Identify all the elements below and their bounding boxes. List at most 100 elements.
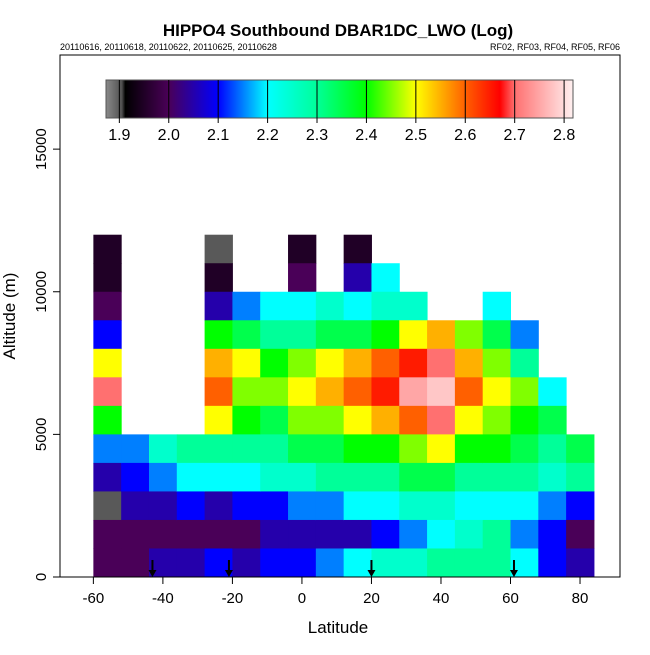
- heatmap-cell: [93, 548, 122, 578]
- colorbar-segment: [263, 80, 265, 118]
- heatmap-cell: [538, 462, 567, 492]
- colorbar-segment: [302, 80, 304, 118]
- colorbar-segment: [128, 80, 130, 118]
- colorbar-segment: [363, 80, 365, 118]
- colorbar-segment: [339, 80, 341, 118]
- colorbar-segment: [449, 80, 451, 118]
- colorbar-segment: [241, 80, 243, 118]
- colorbar-segment: [438, 80, 440, 118]
- colorbar-segment: [285, 80, 287, 118]
- colorbar-segment: [492, 80, 494, 118]
- colorbar-segment: [260, 80, 262, 118]
- colorbar-segment: [141, 80, 143, 118]
- colorbar-segment: [204, 80, 206, 118]
- colorbar-segment: [321, 80, 323, 118]
- colorbar-segment: [280, 80, 282, 118]
- colorbar-segment: [452, 80, 454, 118]
- colorbar-segment: [379, 80, 381, 118]
- heatmap-cell: [232, 548, 261, 578]
- colorbar-segment: [159, 80, 161, 118]
- colorbar-segment: [283, 80, 285, 118]
- arrow-down-icon: [224, 570, 233, 577]
- colorbar-segment: [165, 80, 167, 118]
- colorbar-segment: [180, 80, 182, 118]
- arrow-down-icon: [367, 570, 376, 577]
- heatmap-cell: [482, 462, 512, 492]
- colorbar-segment: [190, 80, 192, 118]
- colorbar-segment: [467, 80, 469, 118]
- colorbar-segment: [463, 80, 465, 118]
- colorbar-segment: [195, 80, 197, 118]
- chart-title: HIPPO4 Southbound DBAR1DC_LWO (Log): [163, 21, 513, 40]
- colorbar-segment: [518, 80, 520, 118]
- heatmap-cell: [343, 405, 372, 435]
- colorbar-segment: [259, 80, 261, 118]
- heatmap-cell: [232, 377, 261, 407]
- colorbar-segment: [232, 80, 234, 118]
- colorbar-segment: [220, 80, 222, 118]
- colorbar-segment: [409, 80, 411, 118]
- arrow-down-icon: [148, 570, 157, 577]
- colorbar-segment: [138, 80, 140, 118]
- colorbar-segment: [545, 80, 547, 118]
- colorbar-segment: [162, 80, 164, 118]
- colorbar-segment: [410, 80, 412, 118]
- colorbar-segment: [481, 80, 483, 118]
- colorbar-segment: [462, 80, 464, 118]
- colorbar-segment: [230, 80, 232, 118]
- colorbar-segment: [370, 80, 372, 118]
- colorbar-segment: [269, 80, 271, 118]
- heatmap-cell: [371, 320, 400, 350]
- colorbar-segment: [139, 80, 141, 118]
- heatmap-cell: [343, 519, 372, 549]
- colorbar-segment: [200, 80, 202, 118]
- colorbar-segment: [355, 80, 357, 118]
- colorbar-segment: [153, 80, 155, 118]
- colorbar-segment: [512, 80, 514, 118]
- colorbar-segment: [361, 80, 363, 118]
- colorbar-segment: [255, 80, 257, 118]
- heatmap-cell: [371, 377, 400, 407]
- colorbar-tick-label: 2.0: [158, 127, 180, 144]
- heatmap-cell: [315, 519, 345, 549]
- heatmap-cell: [566, 548, 595, 578]
- heatmap-cell: [288, 434, 317, 464]
- colorbar-segment: [439, 80, 441, 118]
- colorbar-segment: [318, 80, 320, 118]
- colorbar-segment: [515, 80, 517, 118]
- colorbar-segment: [231, 80, 233, 118]
- colorbar-segment: [541, 80, 543, 118]
- colorbar-segment: [219, 80, 221, 118]
- colorbar-segment: [531, 80, 533, 118]
- heatmap-cell: [232, 462, 261, 492]
- colorbar-segment: [268, 80, 270, 118]
- heatmap-cell: [510, 462, 539, 492]
- heatmap-cell: [232, 405, 261, 435]
- colorbar-segment: [344, 80, 346, 118]
- colorbar-segment: [486, 80, 488, 118]
- colorbar-segment: [458, 80, 460, 118]
- colorbar-segment: [117, 80, 119, 118]
- colorbar-segment: [464, 80, 466, 118]
- colorbar-segment: [494, 80, 496, 118]
- colorbar-segment: [519, 80, 521, 118]
- colorbar-segment: [460, 80, 462, 118]
- colorbar-segment: [561, 80, 563, 118]
- colorbar-segment: [184, 80, 186, 118]
- colorbar-segment: [466, 80, 468, 118]
- colorbar-segment: [257, 80, 259, 118]
- colorbar-segment: [417, 80, 419, 118]
- colorbar-segment: [440, 80, 442, 118]
- y-tick-label: 0: [33, 573, 50, 581]
- colorbar-segment: [383, 80, 385, 118]
- heatmap-cell: [204, 434, 233, 464]
- colorbar-segment: [131, 80, 133, 118]
- colorbar-segment: [135, 80, 137, 118]
- colorbar-segment: [224, 80, 226, 118]
- heatmap-cell: [454, 491, 484, 521]
- colorbar-segment: [428, 80, 430, 118]
- colorbar-segment: [108, 80, 110, 118]
- heatmap-cell: [204, 320, 233, 350]
- colorbar-segment: [334, 80, 336, 118]
- x-tick-label: 40: [433, 590, 450, 607]
